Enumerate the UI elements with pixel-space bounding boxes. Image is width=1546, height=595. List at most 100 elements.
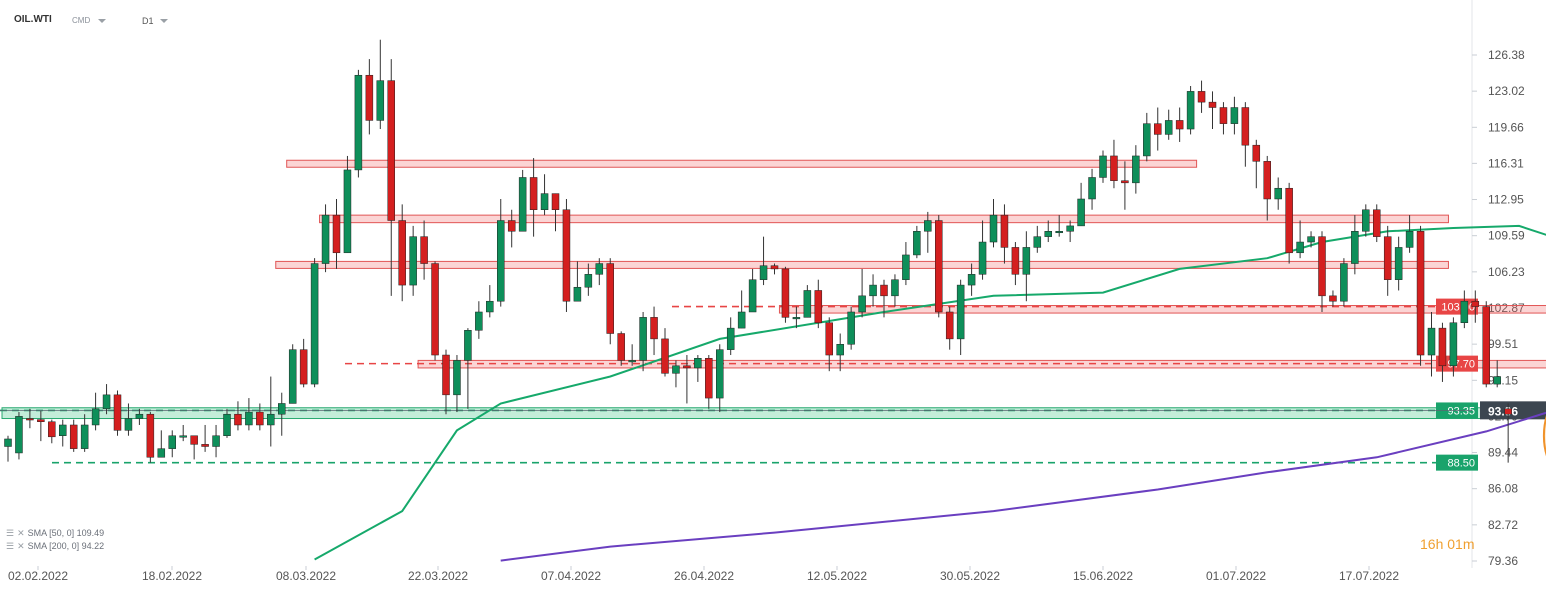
candle-down — [617, 333, 625, 361]
candle-up — [1405, 231, 1414, 248]
last-price-tag — [1480, 401, 1546, 420]
candle-up — [321, 214, 330, 264]
candle-down — [234, 413, 242, 426]
resistance-zone — [319, 214, 1449, 224]
candle-down — [529, 177, 538, 210]
candle-up — [858, 295, 866, 313]
candle-down — [26, 418, 34, 421]
candle-up — [1066, 225, 1074, 232]
candle-down — [705, 358, 713, 399]
candle-up — [924, 220, 932, 232]
resistance-zone — [286, 159, 1198, 168]
data-source: CMD — [72, 16, 91, 25]
sma50-legend[interactable]: ☰ ✕ SMA [50, 0] 109.49 — [6, 528, 104, 539]
candle-down — [1011, 247, 1020, 275]
y-tick-label: 99.51 — [1488, 337, 1518, 351]
y-tick-label: 102.87 — [1488, 301, 1525, 315]
candle-up — [278, 403, 286, 415]
candle-down — [365, 74, 374, 121]
candle-down — [661, 338, 669, 374]
candle-down — [1482, 306, 1490, 385]
candle-up — [179, 435, 187, 438]
symbol-name[interactable]: OIL.WTI — [14, 14, 52, 25]
x-tick-label: 07.04.2022 — [541, 569, 601, 583]
y-tick-label: 112.95 — [1488, 193, 1524, 207]
candle-up — [135, 413, 144, 419]
y-tick-label: 79.36 — [1488, 554, 1518, 568]
sma200-line — [500, 411, 1546, 562]
price-tag-label: 88.50 — [1447, 458, 1475, 470]
candle-down — [562, 209, 571, 302]
candle-up — [540, 193, 549, 210]
y-tick-label: 96.15 — [1488, 373, 1518, 387]
candle-up — [15, 416, 23, 454]
candle-up — [1186, 91, 1195, 130]
last-price-label: 93.36 — [1488, 404, 1518, 418]
source-chevron-down-icon[interactable] — [98, 19, 106, 23]
y-tick-label: 82.72 — [1488, 518, 1518, 532]
y-tick-label: 123.02 — [1488, 84, 1525, 98]
sma200-legend[interactable]: ☰ ✕ SMA [200, 0] 94.22 — [6, 541, 104, 552]
candle-down — [814, 290, 823, 323]
candle-up — [310, 263, 319, 385]
sma200-legend-label: SMA [200, 0] 94.22 — [27, 541, 105, 551]
candle-up — [1099, 155, 1107, 178]
x-tick-label: 26.04.2022 — [674, 569, 734, 583]
candle-up — [486, 300, 494, 313]
candle-up — [1033, 236, 1042, 248]
candle-down — [1208, 101, 1217, 108]
candle-up — [628, 360, 636, 363]
timeframe-chevron-down-icon[interactable] — [160, 19, 168, 23]
close-icon[interactable]: ✕ — [17, 528, 25, 538]
candle-down — [256, 411, 264, 426]
candle-down — [1252, 144, 1261, 162]
x-tick-label: 22.03.2022 — [408, 569, 468, 583]
candle-up — [737, 311, 746, 329]
candle-up — [902, 254, 910, 280]
candle-down — [1175, 120, 1184, 130]
list-icon: ☰ — [6, 541, 15, 551]
candle-up — [989, 214, 998, 243]
candle-up — [168, 435, 176, 449]
candle-up — [1044, 231, 1052, 237]
list-icon: ☰ — [6, 528, 15, 538]
candle-up — [453, 360, 461, 396]
candle-up — [1362, 209, 1370, 232]
close-icon[interactable]: ✕ — [17, 541, 25, 551]
candle-up — [518, 177, 527, 232]
candle-up — [792, 317, 801, 320]
candle-up — [748, 279, 757, 313]
candle-down — [880, 284, 888, 297]
candle-up — [803, 290, 812, 318]
candle-down — [1000, 214, 1009, 248]
timer-minutes-unit: m — [1462, 536, 1475, 552]
candle-down — [431, 263, 439, 356]
candle-up — [1132, 155, 1140, 184]
candle-up — [584, 274, 593, 288]
timeframe-select[interactable]: D1 — [142, 16, 154, 26]
candle-down — [1197, 91, 1206, 103]
candle-down — [606, 263, 614, 334]
y-tick-label: 106.23 — [1488, 265, 1525, 279]
timer-minutes: 01 — [1447, 536, 1463, 552]
highlight-ellipse — [1542, 415, 1546, 457]
candle-up — [573, 286, 582, 302]
candle-up — [497, 220, 505, 302]
candle-down — [945, 311, 954, 340]
candle-down — [1285, 187, 1293, 254]
candle-down — [146, 413, 155, 458]
x-tick-label: 17.07.2022 — [1339, 569, 1399, 583]
candle-up — [967, 274, 976, 286]
candle-up — [245, 411, 253, 426]
candle-down — [1241, 107, 1250, 146]
candle-down — [551, 193, 560, 210]
candle-down — [201, 444, 209, 447]
resistance-zone — [778, 305, 1546, 314]
y-tick-label: 126.38 — [1488, 48, 1525, 62]
x-tick-label: 18.02.2022 — [142, 569, 202, 583]
candle-up — [288, 349, 297, 404]
support-zone — [1, 407, 1546, 420]
candle-down — [398, 220, 406, 286]
